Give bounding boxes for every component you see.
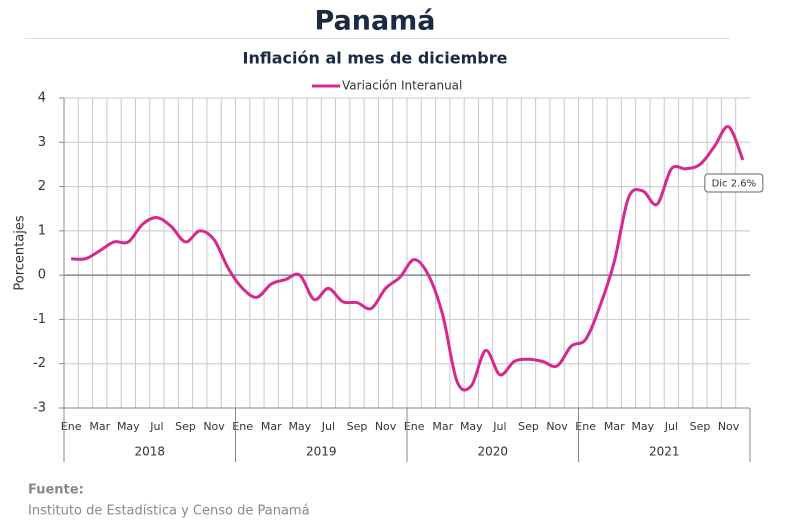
chart-title: Panamá bbox=[314, 6, 435, 37]
x-tick-label: Mar bbox=[89, 420, 110, 433]
x-tick-label: Sep bbox=[347, 420, 368, 433]
source: Instituto de Estadística y Censo de Pana… bbox=[28, 504, 310, 519]
x-tick-label: Nov bbox=[718, 420, 740, 433]
year-label: 2018 bbox=[134, 445, 165, 459]
x-tick-label: Sep bbox=[175, 420, 196, 433]
x-tick-label: Jul bbox=[492, 420, 506, 433]
x-tick-label: Ene bbox=[404, 420, 425, 433]
y-tick-label: 1 bbox=[38, 223, 46, 238]
data-label-box bbox=[704, 173, 764, 193]
year-label: 2021 bbox=[649, 445, 680, 459]
x-tick-label: Mar bbox=[261, 420, 282, 433]
y-tick-label: -1 bbox=[33, 312, 46, 327]
x-tick-label: Ene bbox=[61, 420, 82, 433]
y-tick-label: 3 bbox=[38, 135, 46, 150]
y-tick-label: 0 bbox=[38, 268, 46, 283]
x-tick-label: Nov bbox=[546, 420, 568, 433]
year-label: 2019 bbox=[306, 445, 337, 459]
x-tick-label: Mar bbox=[432, 420, 453, 433]
x-tick-label: Ene bbox=[232, 420, 253, 433]
x-tick-label: May bbox=[117, 420, 140, 433]
y-tick-label: -3 bbox=[33, 401, 46, 416]
x-tick-label: Nov bbox=[203, 420, 225, 433]
source-title: Fuente: bbox=[28, 483, 84, 498]
x-tick-label: May bbox=[288, 420, 311, 433]
y-tick-label: 4 bbox=[38, 91, 46, 106]
x-tick-label: May bbox=[631, 420, 654, 433]
data-label: Dic 2.6% bbox=[712, 179, 757, 190]
x-tick-label: Jul bbox=[664, 420, 678, 433]
y-tick-label: -2 bbox=[33, 356, 46, 371]
x-tick-label: Sep bbox=[518, 420, 539, 433]
y-axis-label: Porcentajes bbox=[13, 215, 28, 290]
legend-label: Variación Interanual bbox=[342, 79, 462, 93]
series-line bbox=[71, 125, 745, 392]
year-label: 2020 bbox=[477, 445, 508, 459]
chart-subtitle: Inflación al mes de diciembre bbox=[243, 49, 508, 68]
x-tick-label: Sep bbox=[690, 420, 711, 433]
x-tick-label: Jul bbox=[321, 420, 335, 433]
x-tick-label: Ene bbox=[575, 420, 596, 433]
x-tick-label: May bbox=[460, 420, 483, 433]
y-tick-label: 2 bbox=[38, 179, 46, 194]
x-tick-label: Nov bbox=[375, 420, 397, 433]
x-tick-label: Jul bbox=[149, 420, 163, 433]
x-tick-label: Mar bbox=[604, 420, 625, 433]
